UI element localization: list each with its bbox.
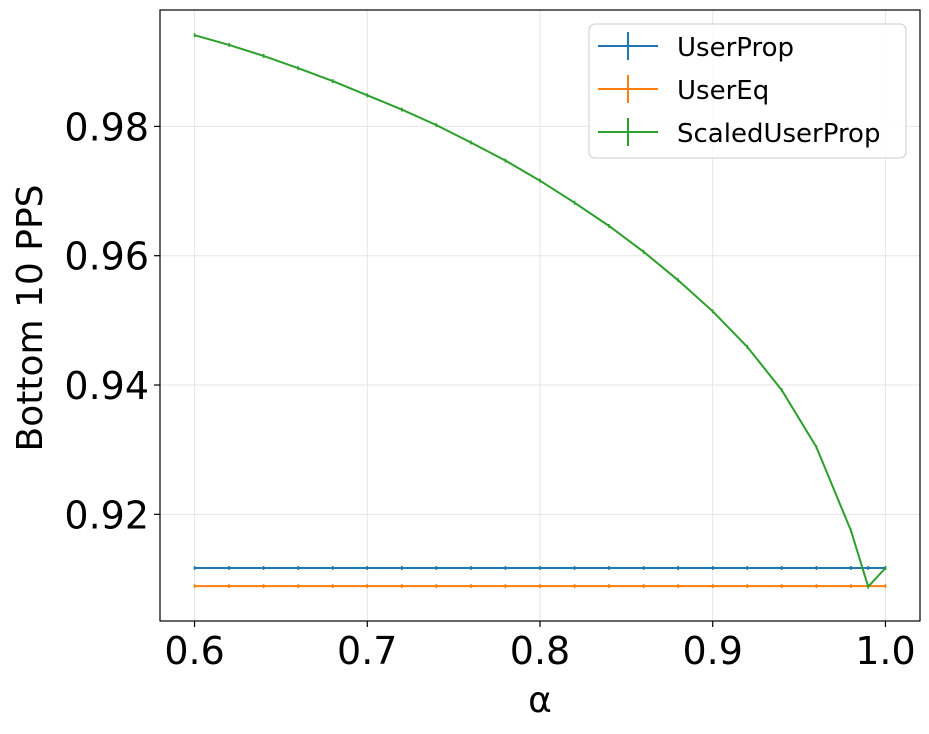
x-axis-label: α xyxy=(528,680,552,721)
legend-label-usereq: UserEq xyxy=(677,76,769,106)
x-tick-label: 0.9 xyxy=(683,629,743,673)
legend-item-userprop: UserProp xyxy=(598,32,794,63)
legend-item-usereq: UserEq xyxy=(598,75,769,106)
x-tick-label: 1.0 xyxy=(855,629,915,673)
legend: UserProp UserEq ScaledUserProp xyxy=(588,23,907,159)
axis-ticks: 0.6 0.7 0.8 0.9 1.0 0.92 0.94 0.96 0.98 xyxy=(64,105,915,673)
x-tick-label: 0.6 xyxy=(164,629,224,673)
y-tick-label: 0.94 xyxy=(64,364,149,408)
y-tick-label: 0.98 xyxy=(64,105,149,149)
series-lines xyxy=(193,33,887,589)
y-axis-label: Bottom 10 PPS xyxy=(10,184,51,451)
x-tick-label: 0.8 xyxy=(510,629,570,673)
series-line-scaleduserprop xyxy=(194,34,887,589)
legend-box xyxy=(588,23,907,159)
legend-label-userprop: UserProp xyxy=(677,33,794,63)
legend-item-scaleduserprop: ScaledUserProp xyxy=(598,118,880,149)
y-tick-label: 0.92 xyxy=(64,493,149,537)
x-tick-label: 0.7 xyxy=(337,629,397,673)
y-tick-label: 0.96 xyxy=(64,235,149,279)
legend-label-scaleduserprop: ScaledUserProp xyxy=(677,119,880,149)
